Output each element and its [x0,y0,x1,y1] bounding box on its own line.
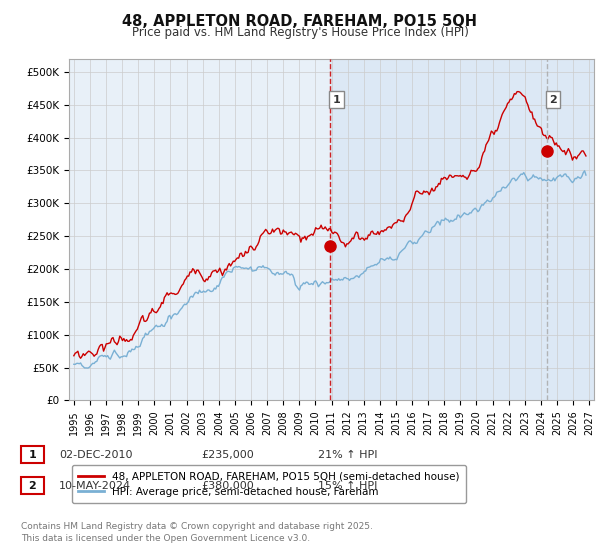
Text: 1: 1 [29,450,36,460]
Text: 21% ↑ HPI: 21% ↑ HPI [318,450,377,460]
Text: 10-MAY-2024: 10-MAY-2024 [59,480,131,491]
Text: 1: 1 [332,95,340,105]
Text: Contains HM Land Registry data © Crown copyright and database right 2025.
This d: Contains HM Land Registry data © Crown c… [21,522,373,543]
Bar [330,59,594,400]
Text: 02-DEC-2010: 02-DEC-2010 [59,450,133,460]
Text: £235,000: £235,000 [201,450,254,460]
Text: 15% ↑ HPI: 15% ↑ HPI [318,480,377,491]
Text: £380,000: £380,000 [201,480,254,491]
Text: 48, APPLETON ROAD, FAREHAM, PO15 5QH: 48, APPLETON ROAD, FAREHAM, PO15 5QH [122,14,478,29]
Legend: 48, APPLETON ROAD, FAREHAM, PO15 5QH (semi-detached house), HPI: Average price, : 48, APPLETON ROAD, FAREHAM, PO15 5QH (se… [71,465,466,503]
Text: 2: 2 [29,480,36,491]
Text: Price paid vs. HM Land Registry's House Price Index (HPI): Price paid vs. HM Land Registry's House … [131,26,469,39]
Text: 2: 2 [549,95,557,105]
